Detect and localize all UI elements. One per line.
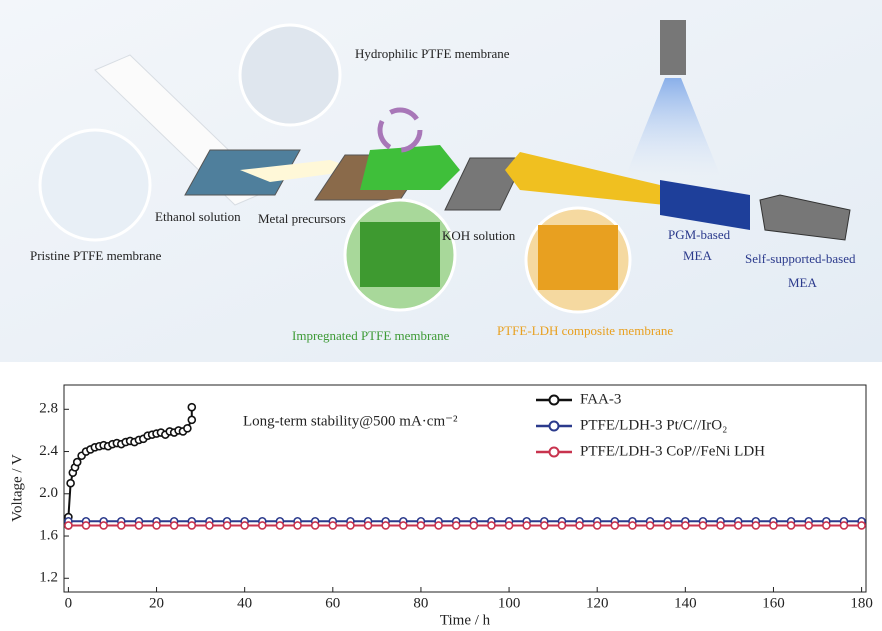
- schematic: Hydrophilic PTFE membrane Ethanol soluti…: [0, 0, 882, 362]
- label: Self-supported-based: [745, 251, 856, 266]
- point: [699, 522, 706, 529]
- plot-frame: [64, 385, 866, 592]
- point: [541, 522, 548, 529]
- magnifier: [40, 130, 150, 240]
- label: Pristine PTFE membrane: [30, 248, 162, 263]
- point: [840, 522, 847, 529]
- y-tick-label: 1.2: [39, 570, 58, 586]
- point: [382, 522, 389, 529]
- x-tick-label: 120: [586, 595, 609, 611]
- x-tick-label: 80: [413, 595, 428, 611]
- point: [470, 522, 477, 529]
- point: [67, 480, 74, 487]
- point: [100, 522, 107, 529]
- point: [294, 522, 301, 529]
- legend-label: PTFE/LDH-3 CoP//FeNi LDH: [580, 443, 765, 459]
- label: MEA: [788, 275, 818, 290]
- page: {"diagram": {"labels": ["Hydrophilic PTF…: [0, 0, 882, 631]
- x-tick-label: 140: [674, 595, 697, 611]
- point: [858, 522, 865, 529]
- point: [118, 522, 125, 529]
- point: [184, 425, 191, 432]
- ldh-closeup: [538, 225, 618, 290]
- point: [523, 522, 530, 529]
- point: [558, 522, 565, 529]
- label: PGM-based: [668, 227, 731, 242]
- point: [347, 522, 354, 529]
- point: [188, 416, 195, 423]
- label: Ethanol solution: [155, 209, 241, 224]
- label: Metal precursors: [258, 211, 346, 226]
- y-tick-label: 2.8: [39, 401, 58, 417]
- point: [74, 459, 81, 466]
- point: [171, 522, 178, 529]
- series-line: [68, 407, 191, 525]
- x-tick-label: 100: [498, 595, 521, 611]
- label: PTFE-LDH composite membrane: [497, 323, 673, 338]
- point: [735, 522, 742, 529]
- point: [276, 522, 283, 529]
- point: [594, 522, 601, 529]
- point: [682, 522, 689, 529]
- point: [400, 522, 407, 529]
- figure: Hydrophilic PTFE membrane Ethanol soluti…: [0, 0, 882, 631]
- point: [329, 522, 336, 529]
- point: [153, 522, 160, 529]
- point: [770, 522, 777, 529]
- legend-marker: [550, 422, 559, 431]
- point: [823, 522, 830, 529]
- x-tick-label: 20: [149, 595, 164, 611]
- point: [453, 522, 460, 529]
- x-axis-label: Time / h: [440, 612, 491, 628]
- chart: Time / h Voltage / V Long-term stability…: [9, 385, 872, 628]
- y-tick-label: 2.4: [39, 443, 58, 459]
- point: [629, 522, 636, 529]
- point: [576, 522, 583, 529]
- point: [805, 522, 812, 529]
- x-tick-label: 40: [237, 595, 252, 611]
- point: [417, 522, 424, 529]
- point: [664, 522, 671, 529]
- point: [506, 522, 513, 529]
- fiber-closeup: [360, 222, 440, 287]
- point: [259, 522, 266, 529]
- label: Impregnated PTFE membrane: [292, 328, 450, 343]
- magnifier: [240, 25, 340, 125]
- point: [135, 522, 142, 529]
- x-tick-label: 180: [850, 595, 873, 611]
- sprayer: [660, 20, 686, 75]
- annotation: Long-term stability@500 mA·cm⁻²: [243, 413, 458, 429]
- x-tick-label: 60: [325, 595, 340, 611]
- point: [788, 522, 795, 529]
- legend-label: FAA-3: [580, 391, 621, 407]
- point: [83, 522, 90, 529]
- point: [611, 522, 618, 529]
- x-tick-label: 0: [65, 595, 73, 611]
- legend-marker: [550, 448, 559, 457]
- label: MEA: [683, 248, 713, 263]
- point: [241, 522, 248, 529]
- point: [365, 522, 372, 529]
- point: [312, 522, 319, 529]
- point: [188, 404, 195, 411]
- label: KOH solution: [442, 228, 516, 243]
- impregnated-membrane: [360, 145, 460, 190]
- point: [488, 522, 495, 529]
- point: [435, 522, 442, 529]
- point: [717, 522, 724, 529]
- point: [752, 522, 759, 529]
- point: [647, 522, 654, 529]
- point: [188, 522, 195, 529]
- y-tick-label: 2.0: [39, 485, 58, 501]
- point: [224, 522, 231, 529]
- x-tick-label: 160: [762, 595, 785, 611]
- y-tick-label: 1.6: [39, 527, 58, 543]
- legend-marker: [550, 396, 559, 405]
- point: [65, 522, 72, 529]
- point: [206, 522, 213, 529]
- legend-label: PTFE/LDH-3 Pt/C//IrO₂: [580, 417, 727, 433]
- label: Hydrophilic PTFE membrane: [355, 46, 510, 61]
- y-axis-label: Voltage / V: [9, 454, 25, 522]
